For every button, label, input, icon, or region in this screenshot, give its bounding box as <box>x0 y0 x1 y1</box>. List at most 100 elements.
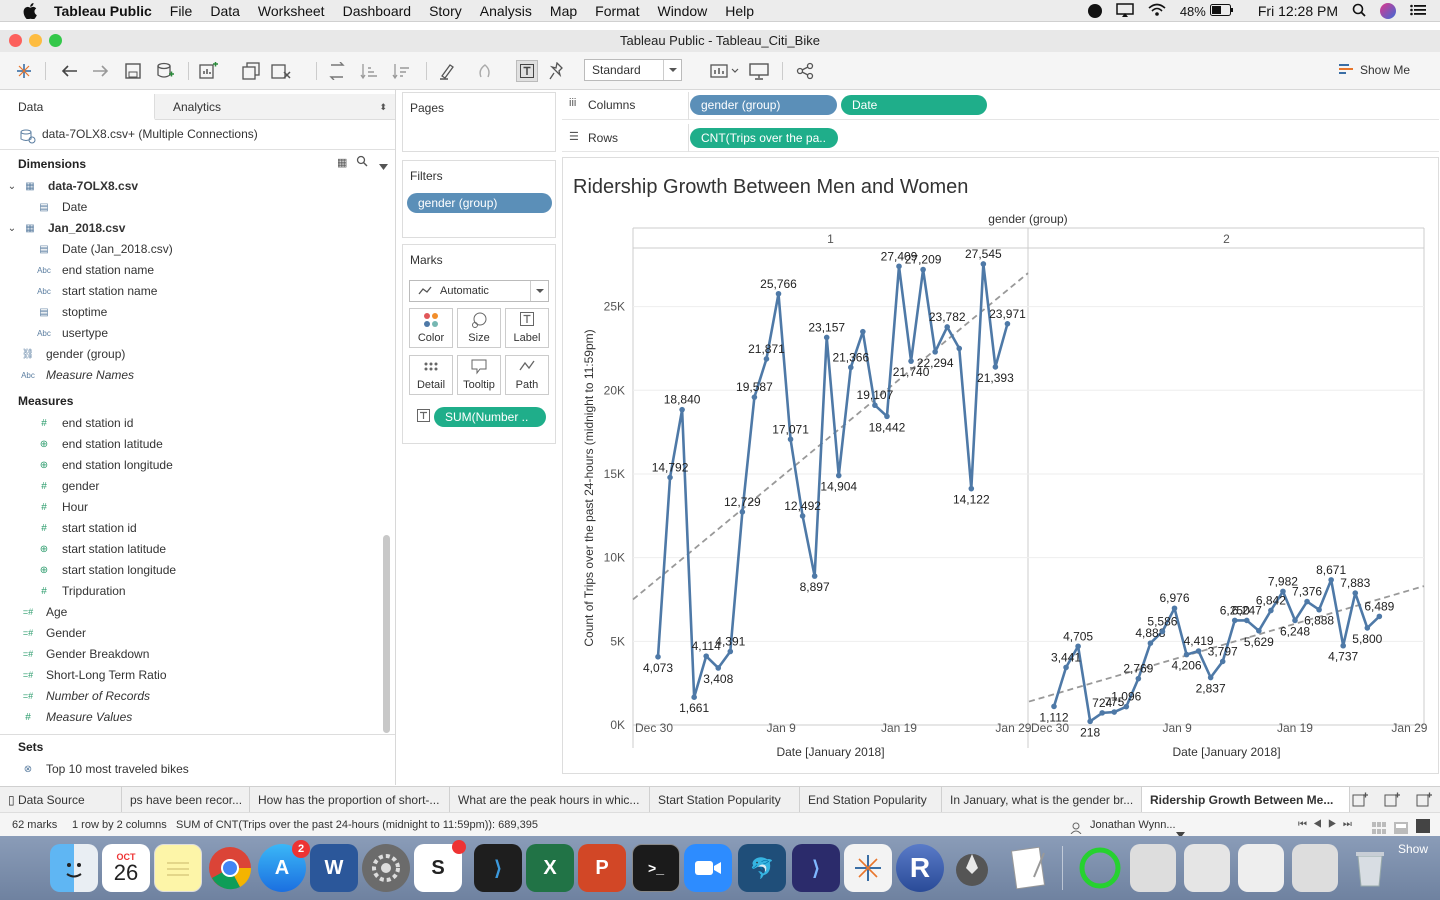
tab-menu-icon[interactable]: ⬍ <box>379 102 387 112</box>
tab-sheet[interactable]: What are the peak hours in whic... <box>450 787 650 813</box>
sort-ascending-icon[interactable] <box>358 60 380 82</box>
data-point[interactable] <box>1340 642 1346 649</box>
dimensions-menu-icon[interactable] <box>379 159 388 173</box>
tab-analytics[interactable]: Analytics ⬍ <box>155 94 395 120</box>
data-point[interactable] <box>1292 617 1298 624</box>
search-fields-icon[interactable] <box>356 155 368 170</box>
trash-icon[interactable] <box>1346 844 1394 892</box>
data-point[interactable] <box>655 654 661 660</box>
field-jan-2018-csv[interactable]: ⌄ ▦ Jan_2018.csv <box>0 218 380 239</box>
series-line[interactable] <box>656 262 1009 699</box>
data-point[interactable] <box>679 406 685 413</box>
marks-color-button[interactable]: Color <box>409 308 453 348</box>
battery-icon[interactable] <box>1209 3 1234 19</box>
tab-sheet[interactable]: How has the proportion of short-... <box>250 787 450 813</box>
data-point[interactable] <box>1111 709 1118 715</box>
data-point[interactable] <box>932 349 938 355</box>
fit-width-icon[interactable] <box>708 60 742 82</box>
data-point[interactable] <box>956 345 963 352</box>
notes-icon[interactable] <box>154 844 202 892</box>
data-point[interactable] <box>1304 598 1310 605</box>
field-measure-names[interactable]: Abc Measure Names <box>0 365 380 386</box>
visual-studio-icon[interactable]: ⟩ <box>792 844 840 892</box>
data-point[interactable] <box>1183 651 1190 658</box>
new-dashboard-tab-icon[interactable] <box>1384 792 1400 811</box>
field-date-jan-2018-csv-[interactable]: ▤ Date (Jan_2018.csv) <box>0 239 380 260</box>
minimize-window-button[interactable] <box>29 34 42 47</box>
data-point[interactable] <box>920 266 926 273</box>
field-date[interactable]: ▤ Date <box>0 197 380 218</box>
undo-icon[interactable] <box>58 60 80 82</box>
calendar-icon[interactable]: OCT 26 <box>102 844 150 892</box>
siri-icon[interactable] <box>1380 3 1396 19</box>
chrome-window-thumbnail-2[interactable] <box>1184 844 1230 892</box>
data-point[interactable] <box>823 334 830 341</box>
duplicate-sheet-icon[interactable] <box>240 60 262 82</box>
data-point[interactable] <box>1280 588 1286 595</box>
menu-data[interactable]: Data <box>210 2 240 19</box>
app-window-thumbnail[interactable] <box>1292 844 1338 892</box>
data-point[interactable] <box>1087 718 1093 725</box>
filter-pill-gender-group[interactable]: gender (group) <box>407 193 552 213</box>
terminal-icon[interactable]: >_ <box>632 844 680 892</box>
field-start-station-latitude[interactable]: ⊕ start station latitude <box>0 539 380 560</box>
show-filmstrip-icon[interactable] <box>1372 819 1386 843</box>
data-point[interactable] <box>1256 627 1262 634</box>
field-stoptime[interactable]: ▤ stoptime <box>0 302 380 323</box>
notification-dot-icon[interactable] <box>1087 4 1102 18</box>
new-worksheet-tab-icon[interactable] <box>1352 792 1368 811</box>
field-age[interactable]: =# Age <box>0 602 380 623</box>
menu-map[interactable]: Map <box>549 2 578 19</box>
swap-rows-columns-icon[interactable] <box>326 60 348 82</box>
data-point[interactable] <box>1195 648 1202 654</box>
tab-sheet[interactable]: In January, what is the gender br... <box>942 787 1142 813</box>
launchpad-rocket-icon[interactable] <box>948 844 996 892</box>
tab-sheet[interactable]: Start Station Popularity <box>650 787 800 813</box>
data-point[interactable] <box>667 474 673 481</box>
menu-file[interactable]: File <box>169 2 193 19</box>
show-me-button[interactable]: Show Me <box>1338 63 1410 77</box>
data-point[interactable] <box>1063 664 1069 671</box>
data-point[interactable] <box>896 263 902 270</box>
wifi-icon[interactable] <box>1148 3 1166 20</box>
measures-scrollbar[interactable] <box>383 535 390 733</box>
tab-data-source[interactable]: ▯ Data Source <box>0 787 122 813</box>
marks-tooltip-button[interactable]: Tooltip <box>457 355 501 395</box>
clear-sheet-icon[interactable] <box>270 60 292 82</box>
data-point[interactable] <box>944 324 950 330</box>
system-preferences-icon[interactable] <box>362 844 410 892</box>
clock[interactable]: Fri 12:28 PM <box>1257 3 1338 19</box>
marks-pill-sum-number[interactable]: SUM(Number .. <box>434 407 546 427</box>
field-start-station-longitude[interactable]: ⊕ start station longitude <box>0 560 380 581</box>
field-tripduration[interactable]: # Tripduration <box>0 581 380 602</box>
pin-axes-icon[interactable] <box>546 60 568 82</box>
airplay-icon[interactable] <box>1116 2 1134 20</box>
redo-icon[interactable] <box>90 60 112 82</box>
slack-icon[interactable]: S <box>414 840 466 892</box>
sheet-navigation-icons[interactable]: ⏮◀▶⏭ <box>1298 819 1358 830</box>
menu-analysis[interactable]: Analysis <box>479 2 532 19</box>
data-point[interactable] <box>1051 703 1057 710</box>
visual-studio-code-icon[interactable]: ⟩ <box>474 844 522 892</box>
field-measure-values[interactable]: # Measure Values <box>0 707 380 728</box>
data-point[interactable] <box>1099 710 1105 716</box>
field-gender-breakdown[interactable]: =# Gender Breakdown <box>0 644 380 665</box>
columns-shelf[interactable]: iii Columns gender (group) Date <box>562 92 1439 120</box>
data-point[interactable] <box>1207 674 1214 681</box>
field-gender[interactable]: # gender <box>0 476 380 497</box>
fit-select[interactable]: Standard <box>584 59 682 81</box>
data-point[interactable] <box>1135 675 1142 682</box>
save-icon[interactable] <box>122 60 144 82</box>
data-point[interactable] <box>1219 658 1226 665</box>
mark-type-select[interactable]: Automatic <box>409 280 549 302</box>
menu-story[interactable]: Story <box>429 2 462 19</box>
data-point[interactable] <box>1147 640 1154 646</box>
data-point[interactable] <box>872 402 878 409</box>
apple-icon[interactable] <box>20 2 40 19</box>
menu-dashboard[interactable]: Dashboard <box>342 2 412 19</box>
data-point[interactable] <box>1328 577 1334 583</box>
field-end-station-id[interactable]: # end station id <box>0 413 380 434</box>
field-top-10-most-traveled-bikes[interactable]: ⊗ Top 10 most traveled bikes <box>0 759 380 780</box>
field-end-station-longitude[interactable]: ⊕ end station longitude <box>0 455 380 476</box>
data-point[interactable] <box>715 665 722 671</box>
